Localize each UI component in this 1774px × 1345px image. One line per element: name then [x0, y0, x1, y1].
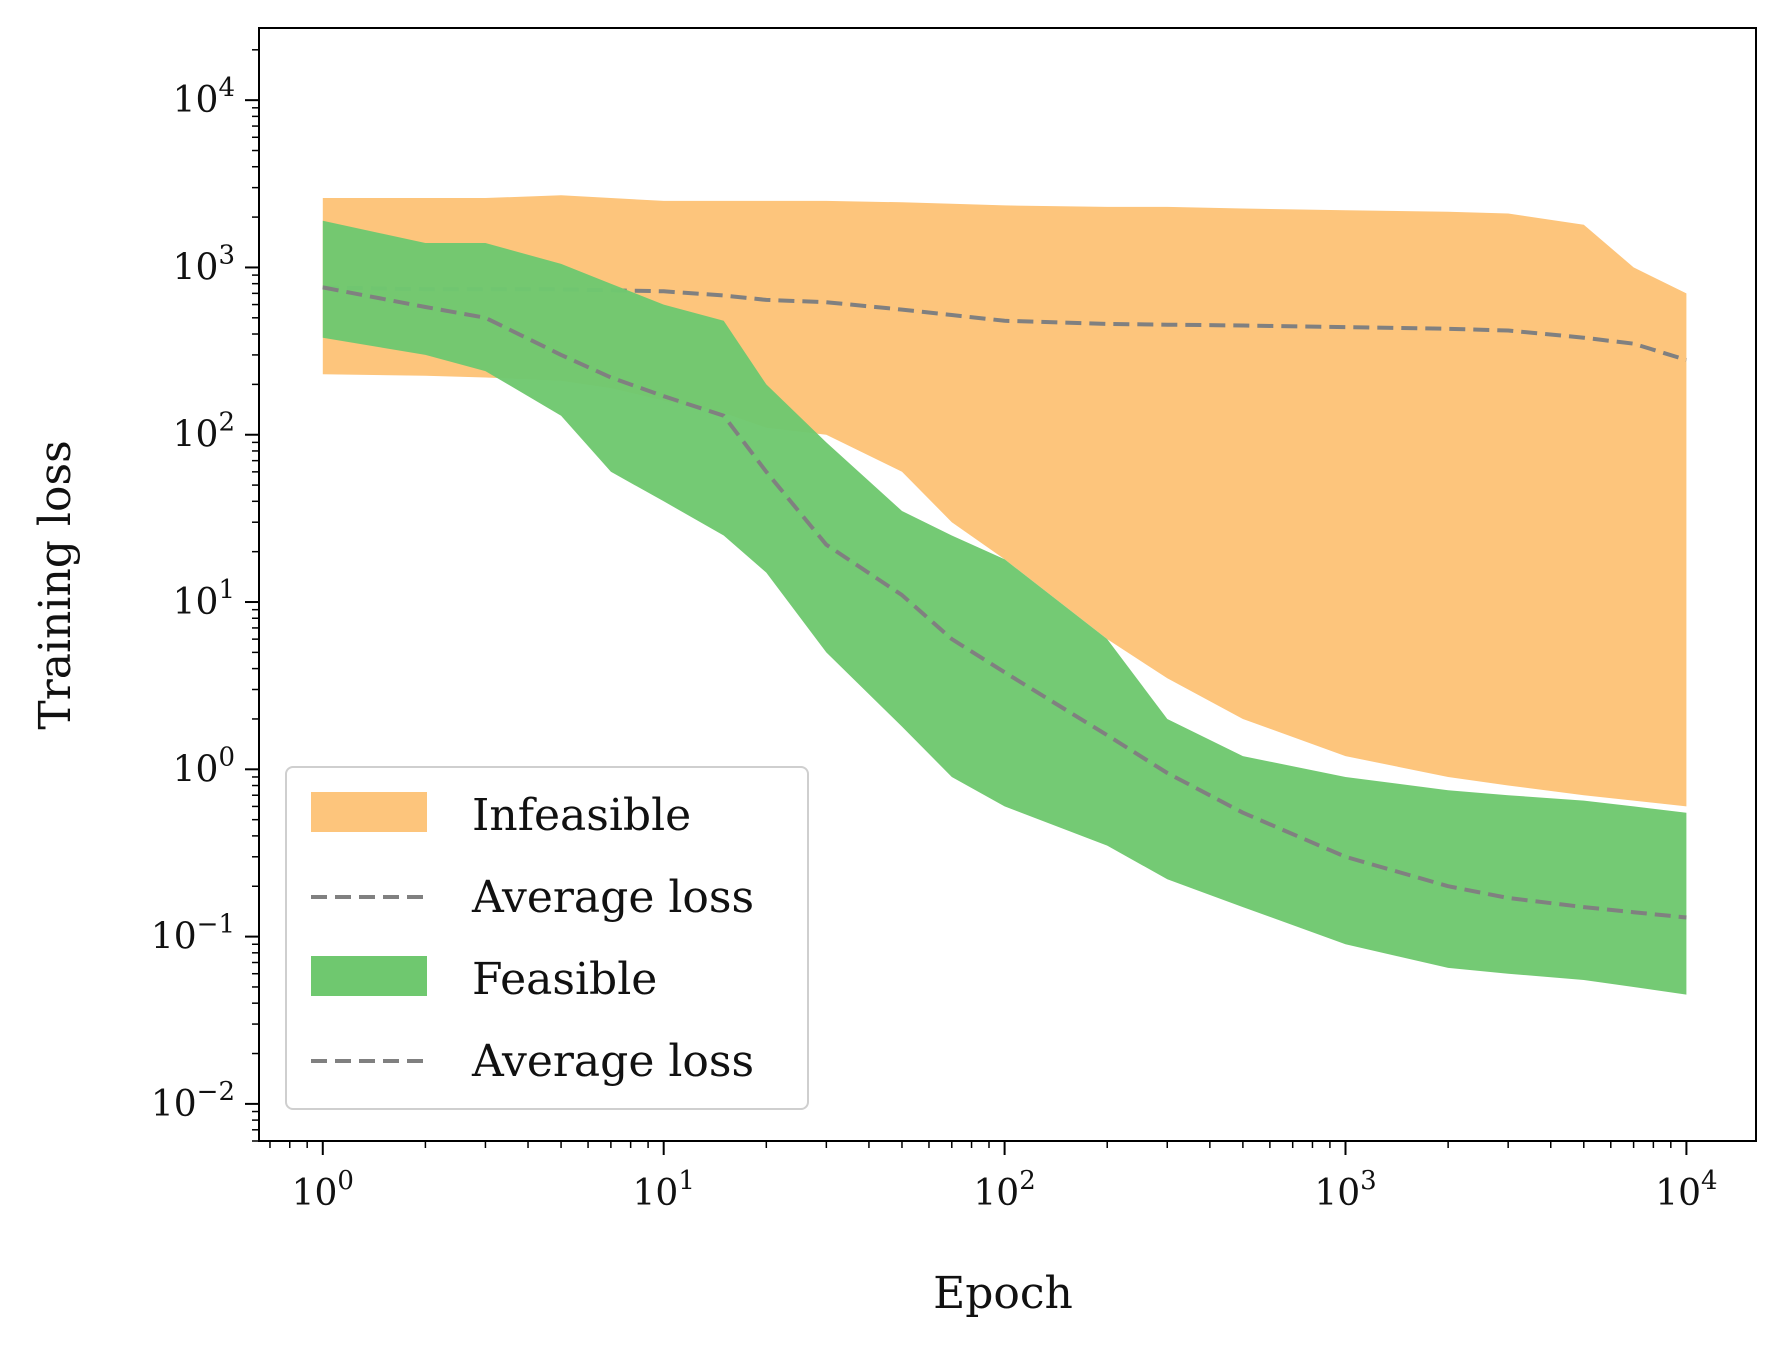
plot-area	[322, 195, 1687, 995]
legend-box	[285, 766, 809, 1110]
feasible-band	[322, 220, 1687, 995]
legend-feasible-label: Feasible	[472, 954, 657, 1005]
plot-frame	[258, 27, 1757, 1142]
y-tick-label: 102	[173, 408, 235, 456]
feasible-average-loss-line	[322, 285, 1687, 920]
y-tick-label: 101	[173, 575, 235, 623]
legend-infeasible-label: Infeasible	[472, 790, 691, 841]
legend-infeasible-swatch	[311, 792, 427, 832]
y-tick-label: 10−2	[151, 1077, 235, 1125]
x-axis: 100 101 102 103 104	[269, 1141, 1718, 1214]
x-tick-label: 102	[973, 1166, 1035, 1214]
x-tick-label: 103	[1314, 1166, 1376, 1214]
y-axis: 10−2 10−1 100 101 102 103 104	[151, 49, 259, 1142]
y-tick-label: 103	[173, 240, 235, 288]
y-tick-label: 10−1	[151, 910, 235, 958]
x-tick-label: 100	[292, 1166, 354, 1214]
legend: Infeasible Average loss Feasible Average…	[285, 766, 809, 1110]
y-tick-label: 100	[173, 742, 235, 790]
legend-infeasible-average-label: Average loss	[471, 872, 754, 923]
x-tick-label: 104	[1655, 1166, 1717, 1214]
y-axis-label: Training loss	[30, 440, 81, 729]
legend-feasible-average-label: Average loss	[471, 1036, 754, 1087]
y-tick-label: 104	[173, 73, 235, 121]
x-axis-label: Epoch	[933, 1268, 1073, 1319]
x-tick-label: 101	[633, 1166, 695, 1214]
legend-feasible-swatch	[311, 956, 427, 996]
